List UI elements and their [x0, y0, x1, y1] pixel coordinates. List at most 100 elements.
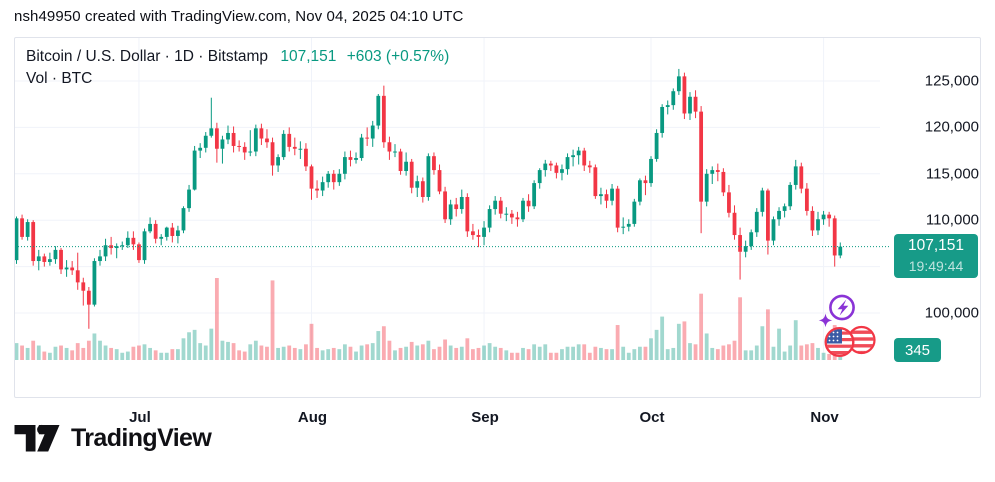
candle-body — [159, 236, 164, 239]
candle-body — [688, 96, 692, 114]
volume-bar — [187, 332, 191, 360]
volume-bar — [521, 347, 525, 360]
volume-bar — [660, 316, 665, 360]
candle-body — [47, 259, 52, 262]
attribution-text: nsh49950 created with TradingView.com, N… — [14, 8, 464, 25]
lightning-event-icon[interactable] — [818, 294, 855, 328]
volume-bar — [565, 346, 570, 360]
volume-bar — [409, 341, 414, 360]
candle-body — [309, 166, 314, 189]
candle-body — [804, 188, 809, 211]
candle-body — [148, 223, 152, 232]
candle-body — [25, 222, 30, 237]
candle-body — [137, 244, 141, 261]
volume-bar — [331, 347, 336, 360]
candle-body — [86, 290, 91, 305]
volume-bar — [270, 280, 275, 360]
candle-body — [376, 95, 381, 126]
candle-body — [209, 128, 214, 136]
volume-bar — [804, 344, 809, 360]
volume-bar — [31, 340, 36, 360]
candle-body — [75, 270, 80, 283]
volume-bar — [721, 345, 726, 360]
candle-body — [637, 180, 642, 202]
candle-body — [276, 157, 281, 166]
candle-body — [838, 246, 843, 256]
volume-bar — [304, 344, 308, 360]
candle-body — [92, 261, 97, 305]
volume-bar — [153, 350, 158, 360]
candle-body — [487, 209, 492, 228]
volume-legend: Vol · BTC — [26, 70, 93, 87]
volume-bar — [36, 345, 41, 360]
last-price: 107,151 — [280, 48, 337, 65]
volume-bar — [354, 351, 358, 360]
candle-body — [70, 267, 75, 271]
candle-body — [548, 163, 553, 166]
chart-widget[interactable]: Bitcoin / U.S. Dollar · 1D · Bitstamp 10… — [14, 37, 981, 426]
candle-body — [532, 183, 537, 207]
volume-bar — [326, 349, 331, 360]
candlestick-chart[interactable] — [15, 38, 980, 397]
volume-bar — [298, 349, 303, 360]
volume-bar — [766, 309, 770, 360]
candle-body — [370, 125, 375, 139]
candle-body — [153, 223, 158, 239]
volume-bar — [64, 347, 69, 360]
candle-body — [220, 139, 225, 149]
volume-bar — [281, 346, 286, 360]
volume-bar — [25, 347, 30, 360]
candle-body — [242, 146, 247, 153]
candle-body — [504, 213, 509, 215]
us-economic-events-icon[interactable] — [824, 325, 876, 358]
volume-bar — [337, 349, 342, 360]
tradingview-logo-icon — [14, 424, 60, 452]
volume-bar — [676, 323, 681, 360]
volume-bar — [426, 340, 431, 360]
candle-body — [326, 173, 331, 183]
candle-body — [15, 218, 19, 261]
tradingview-footer[interactable]: TradingView — [14, 424, 212, 453]
volume-bar — [710, 347, 715, 360]
volume-bar — [793, 320, 798, 360]
candle-body — [298, 148, 303, 150]
volume-bar — [454, 347, 459, 360]
candle-body — [398, 151, 403, 172]
candle-body — [821, 214, 826, 220]
volume-bar — [665, 349, 670, 360]
candle-body — [515, 217, 520, 220]
candle-body — [393, 151, 397, 153]
candle-body — [482, 227, 486, 237]
volume-bar — [487, 343, 492, 360]
candle-body — [782, 206, 787, 211]
volume-bar — [253, 340, 258, 360]
badge-price: 107,151 — [907, 237, 965, 254]
candle-body — [727, 192, 731, 213]
candle-body — [454, 204, 459, 210]
volume-bar — [810, 343, 815, 360]
volume-bar — [476, 347, 481, 360]
candle-body — [582, 150, 587, 166]
candle-body — [777, 210, 781, 220]
volume-bar — [287, 345, 292, 360]
volume-bar — [482, 345, 486, 360]
volume-bar — [760, 326, 765, 360]
volume-bar — [47, 352, 52, 360]
candle-body — [660, 106, 665, 133]
volume-bar — [92, 333, 97, 360]
candle-body — [131, 237, 136, 245]
volume-bar — [788, 345, 793, 360]
candle-body — [665, 105, 670, 107]
candle-body — [816, 219, 820, 231]
volume-bar — [727, 344, 731, 360]
volume-bar — [86, 340, 91, 360]
volume-bar — [125, 351, 130, 360]
volume-bar — [398, 347, 403, 360]
candle-body — [827, 214, 832, 219]
candle-body — [571, 155, 575, 158]
candle-body — [237, 145, 242, 147]
candle-body — [615, 188, 620, 228]
candle-body — [732, 212, 737, 236]
candle-body — [576, 150, 581, 156]
volume-bar — [309, 323, 314, 360]
